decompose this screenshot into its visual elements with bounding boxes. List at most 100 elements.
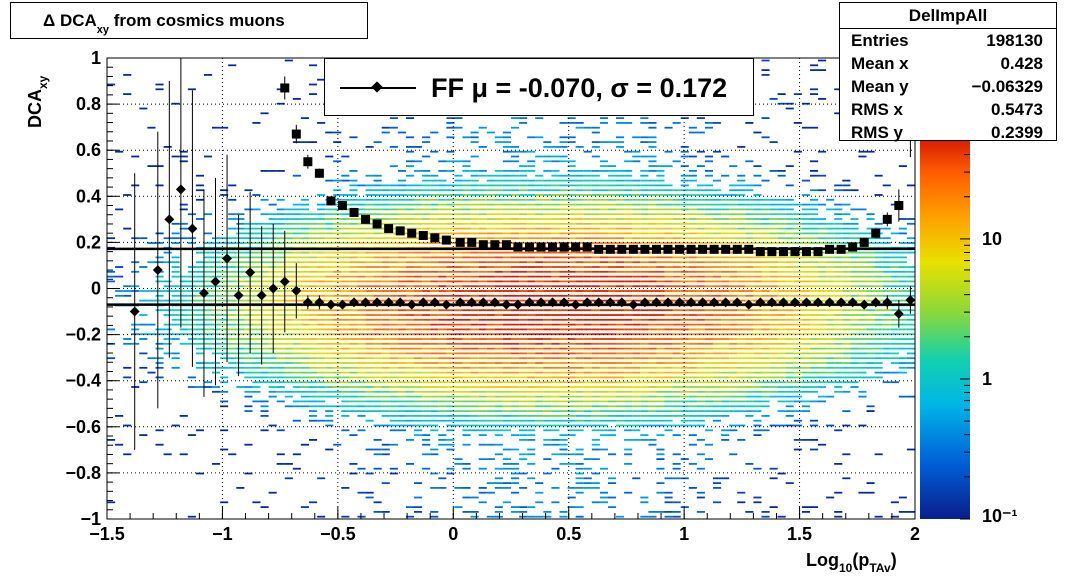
- heatmap-cell: [680, 318, 689, 321]
- heatmap-cell: [519, 218, 528, 220]
- heatmap-cell: [713, 198, 722, 201]
- heatmap-cell: [341, 256, 350, 259]
- heatmap-cell: [397, 309, 406, 312]
- heatmap-cell: [381, 371, 390, 374]
- heatmap-cell: [300, 328, 309, 331]
- heatmap-cell: [309, 333, 318, 336]
- heatmap-cell: [381, 309, 390, 312]
- heatmap-cell: [252, 194, 261, 196]
- heatmap-cell: [696, 218, 705, 220]
- heatmap-cell: [696, 227, 705, 230]
- heatmap-cell: [341, 357, 350, 360]
- heatmap-cell: [777, 328, 786, 331]
- heatmap-cell: [801, 328, 810, 331]
- heatmap-cell: [502, 362, 511, 364]
- heatmap-cell: [543, 314, 552, 316]
- heatmap-cell: [656, 189, 665, 192]
- heatmap-cell: [535, 198, 544, 201]
- heatmap-cell: [599, 256, 608, 259]
- heatmap-cell: [511, 400, 520, 403]
- heatmap-cell: [543, 170, 552, 172]
- heatmap-cell: [785, 424, 794, 427]
- heatmap-cell: [672, 160, 681, 163]
- heatmap-cell: [349, 376, 358, 379]
- heatmap-cell: [478, 424, 487, 427]
- heatmap-cell: [519, 386, 528, 388]
- heatmap-cell: [632, 429, 641, 432]
- heatmap-cell: [502, 270, 511, 273]
- heatmap-cell: [640, 227, 649, 230]
- heatmap-cell: [260, 227, 269, 230]
- heatmap-cell: [357, 294, 366, 297]
- heatmap-cell: [761, 290, 770, 292]
- heatmap-cell: [680, 266, 689, 268]
- heatmap-cell: [486, 352, 495, 355]
- heatmap-cell: [688, 275, 697, 278]
- heatmap-cell: [608, 362, 617, 364]
- heatmap-cell: [575, 347, 584, 350]
- heatmap-cell: [656, 208, 665, 211]
- heatmap-cell: [406, 275, 415, 278]
- heatmap-cell: [874, 227, 883, 230]
- heatmap-cell: [753, 184, 762, 187]
- heatmap-cell: [874, 371, 883, 374]
- heatmap-cell: [252, 386, 261, 388]
- heatmap-cell: [551, 251, 560, 254]
- heatmap-cell: [680, 165, 689, 167]
- heatmap-cell: [761, 347, 770, 350]
- heatmap-cell: [260, 429, 269, 432]
- heatmap-cell: [414, 314, 423, 316]
- heatmap-cell: [204, 155, 213, 158]
- heatmap-cell: [317, 218, 326, 220]
- heatmap-cell: [632, 184, 641, 187]
- heatmap-cell: [648, 170, 657, 172]
- heatmap-cell: [486, 280, 495, 283]
- heatmap-cell: [535, 136, 544, 139]
- heatmap-cell: [575, 448, 584, 451]
- heatmap-cell: [680, 477, 689, 480]
- heatmap-cell: [713, 256, 722, 259]
- heatmap-cell: [276, 285, 285, 288]
- heatmap-cell: [470, 222, 479, 225]
- heatmap-cell: [777, 266, 786, 268]
- heatmap-cell: [713, 222, 722, 225]
- heatmap-cell: [672, 270, 681, 273]
- heatmap-cell: [317, 122, 326, 124]
- heatmap-cell: [389, 443, 398, 446]
- heatmap-cell: [826, 222, 835, 225]
- heatmap-cell: [801, 285, 810, 288]
- heatmap-cell: [785, 184, 794, 187]
- heatmap-cell: [704, 280, 713, 283]
- heatmap-cell: [559, 395, 568, 398]
- heatmap-cell: [688, 266, 697, 268]
- heatmap-cell: [850, 290, 859, 292]
- heatmap-cell: [704, 386, 713, 388]
- heatmap-cell: [745, 463, 754, 465]
- heatmap-cell: [406, 299, 415, 302]
- heatmap-cell: [163, 328, 172, 331]
- heatmap-cell: [624, 203, 633, 206]
- heatmap-cell: [236, 270, 245, 273]
- heatmap-cell: [567, 160, 576, 163]
- heatmap-cell: [680, 174, 689, 177]
- heatmap-cell: [648, 270, 657, 273]
- heatmap-cell: [761, 342, 770, 345]
- heatmap-cell: [494, 453, 503, 456]
- heatmap-cell: [414, 237, 423, 240]
- heatmap-cell: [397, 415, 406, 417]
- heatmap-cell: [599, 194, 608, 196]
- heatmap-cell: [373, 381, 382, 384]
- heatmap-cell: [648, 419, 657, 422]
- heatmap-cell: [268, 294, 277, 297]
- heatmap-cell: [357, 208, 366, 211]
- heatmap-cell: [171, 261, 180, 264]
- heatmap-cell: [187, 314, 196, 316]
- heatmap-cell: [551, 184, 560, 187]
- heatmap-cell: [317, 347, 326, 350]
- heatmap-cell: [818, 270, 827, 273]
- heatmap-cell: [672, 198, 681, 201]
- heatmap-cell: [212, 242, 221, 244]
- heatmap-cell: [713, 395, 722, 398]
- heatmap-cell: [753, 194, 762, 196]
- heatmap-cell: [753, 328, 762, 331]
